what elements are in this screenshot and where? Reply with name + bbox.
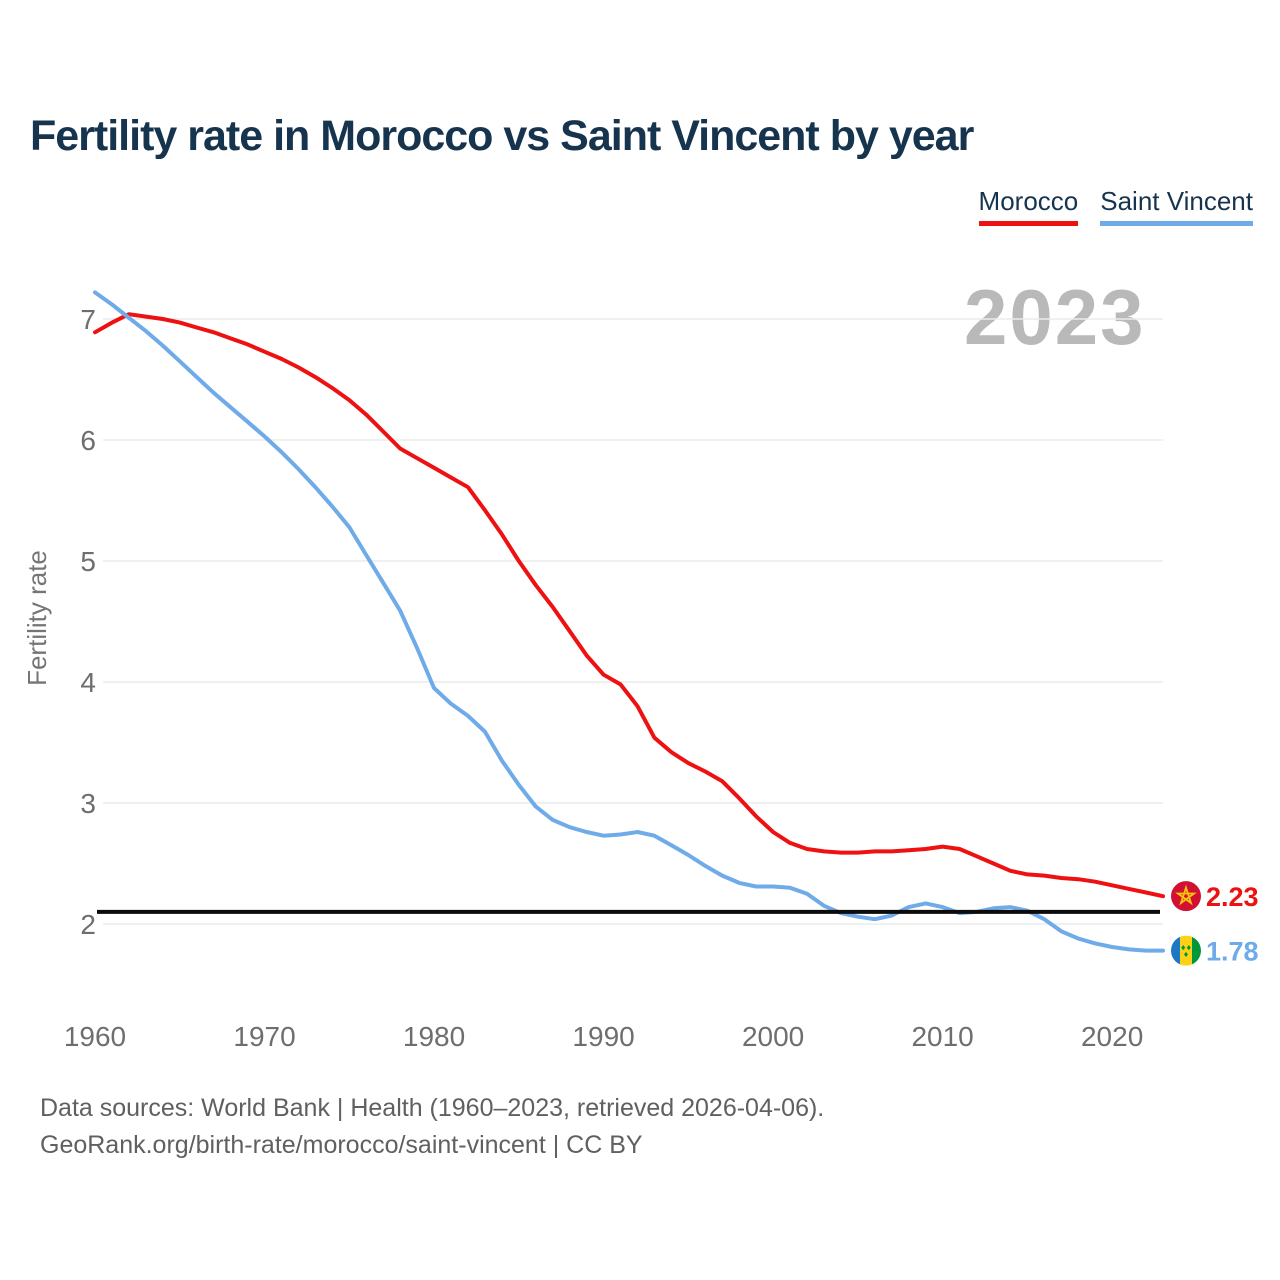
saint-vincent-flag-bands <box>1171 935 1201 966</box>
y-tick-label: 6 <box>80 425 96 456</box>
flag-band-blue <box>1171 935 1180 966</box>
y-tick-label: 3 <box>80 788 96 819</box>
saint-vincent-flag-icon <box>1171 935 1201 966</box>
chart-title: Fertility rate in Morocco vs Saint Vince… <box>30 112 974 160</box>
flag-band-gold <box>1180 935 1192 966</box>
y-tick-label: 7 <box>80 304 96 335</box>
legend: Morocco Saint Vincent <box>978 186 1253 226</box>
x-tick-label: 1990 <box>572 1021 634 1052</box>
legend-item-morocco[interactable]: Morocco <box>978 186 1079 226</box>
saint-vincent-end-value-label: 1.78 <box>1206 937 1259 967</box>
x-tick-label: 2010 <box>911 1021 973 1052</box>
footer-attribution: GeoRank.org/birth-rate/morocco/saint-vin… <box>40 1131 643 1159</box>
y-tick-label: 4 <box>80 667 96 698</box>
saint-vincent-line <box>93 290 1165 953</box>
morocco-line <box>93 312 1165 899</box>
x-tick-label: 1980 <box>403 1021 465 1052</box>
footer: Data sources: World Bank | Health (1960–… <box>40 1090 824 1164</box>
morocco-end-value-label: 2.23 <box>1206 882 1259 912</box>
x-tick-label: 1970 <box>233 1021 295 1052</box>
morocco-flag-icon <box>1171 881 1201 912</box>
x-tick-label: 2000 <box>742 1021 804 1052</box>
x-tick-label: 1960 <box>64 1021 126 1052</box>
flag-diamond <box>1181 945 1186 951</box>
morocco-flag-circle <box>1171 881 1201 912</box>
year-watermark: 2023 <box>964 273 1146 361</box>
y-tick-label: 2 <box>80 909 96 940</box>
flag-diamond <box>1186 945 1191 951</box>
y-tick-label: 5 <box>80 546 96 577</box>
y-axis-title: Fertility rate <box>22 550 52 686</box>
flag-diamond <box>1184 951 1188 958</box>
footer-sources: Data sources: World Bank | Health (1960–… <box>40 1094 825 1122</box>
morocco-star <box>1175 884 1197 906</box>
flag-band-green <box>1192 935 1201 966</box>
legend-item-saint-vincent[interactable]: Saint Vincent <box>1100 186 1253 226</box>
x-tick-label: 2020 <box>1081 1021 1143 1052</box>
